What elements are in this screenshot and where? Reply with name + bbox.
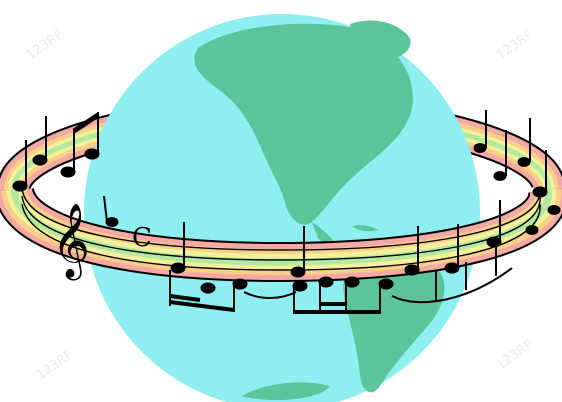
note-head bbox=[32, 154, 48, 166]
north-america-landmass bbox=[194, 23, 413, 225]
globe bbox=[84, 14, 480, 402]
note-head bbox=[517, 157, 531, 167]
south-america-landmass bbox=[343, 250, 445, 393]
svg-text:123RF: 123RF bbox=[494, 337, 536, 373]
slur bbox=[391, 267, 513, 304]
time-signature: C bbox=[132, 223, 152, 253]
note-head bbox=[444, 262, 460, 274]
note-head bbox=[105, 217, 119, 227]
slur bbox=[243, 291, 297, 299]
music-notes bbox=[12, 110, 561, 314]
svg-text:123RF: 123RF bbox=[494, 27, 536, 63]
note-head bbox=[60, 166, 76, 178]
note-head bbox=[547, 205, 561, 215]
note-head bbox=[12, 180, 28, 192]
note-head bbox=[200, 282, 216, 294]
note-head bbox=[84, 148, 100, 160]
antarctic-landmass bbox=[242, 382, 330, 401]
note-head bbox=[473, 143, 487, 153]
caribbean-islands bbox=[352, 225, 378, 232]
note-head bbox=[404, 264, 420, 276]
note-head bbox=[232, 278, 248, 290]
svg-text:123RF: 123RF bbox=[24, 27, 66, 63]
note-head bbox=[378, 278, 394, 290]
note-head bbox=[344, 276, 360, 288]
note-head bbox=[292, 280, 308, 292]
note-beam bbox=[72, 112, 100, 134]
note-head bbox=[170, 262, 186, 274]
note-beam bbox=[169, 294, 201, 302]
note-head bbox=[532, 186, 548, 198]
note-head bbox=[318, 276, 334, 288]
staff-ring-front bbox=[0, 185, 562, 283]
note-head bbox=[486, 236, 502, 248]
note-head bbox=[525, 225, 539, 235]
note-head bbox=[290, 266, 306, 278]
svg-text:123RF: 123RF bbox=[34, 347, 76, 383]
note-stem bbox=[103, 195, 108, 223]
greenland-landmass bbox=[350, 20, 411, 59]
note-head bbox=[493, 171, 507, 181]
treble-clef-icon: 𝄞 bbox=[52, 204, 90, 281]
note-beam bbox=[169, 300, 235, 312]
